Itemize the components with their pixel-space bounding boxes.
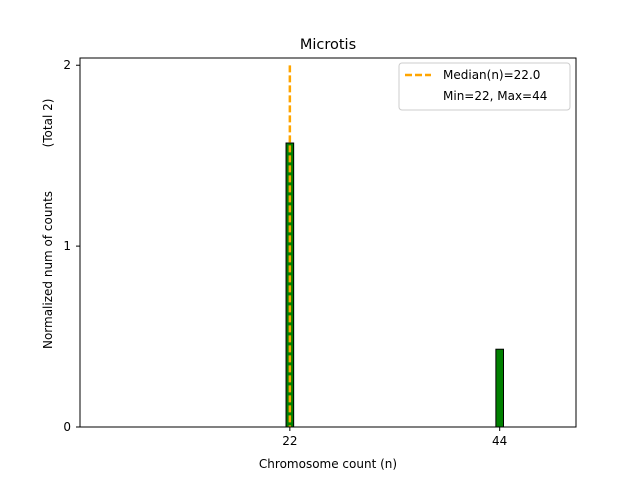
plot-frame xyxy=(79,57,577,428)
y-tick-label: 1 xyxy=(63,239,71,253)
x-axis: 22 44 xyxy=(282,427,507,448)
y-axis-label-total: (Total 2) xyxy=(41,99,55,148)
legend-range-label: Min=22, Max=44 xyxy=(443,89,547,103)
y-tick-label: 2 xyxy=(63,58,71,72)
legend-box xyxy=(398,62,571,111)
x-tick-label: 22 xyxy=(282,434,297,448)
y-axis: 0 1 2 xyxy=(63,58,80,434)
chart-title: Microtis xyxy=(300,37,356,53)
legend-median-label: Median(n)=22.0 xyxy=(443,68,540,82)
x-axis-label: Chromosome count (n) xyxy=(259,457,397,471)
bar xyxy=(495,348,505,428)
legend: Median(n)=22.0 Min=22, Max=44 xyxy=(398,62,571,111)
y-axis-label: Normalized num of counts xyxy=(41,191,55,349)
y-tick-label: 0 xyxy=(63,420,71,434)
x-tick-label: 44 xyxy=(492,434,507,448)
bars-layer xyxy=(285,142,505,428)
